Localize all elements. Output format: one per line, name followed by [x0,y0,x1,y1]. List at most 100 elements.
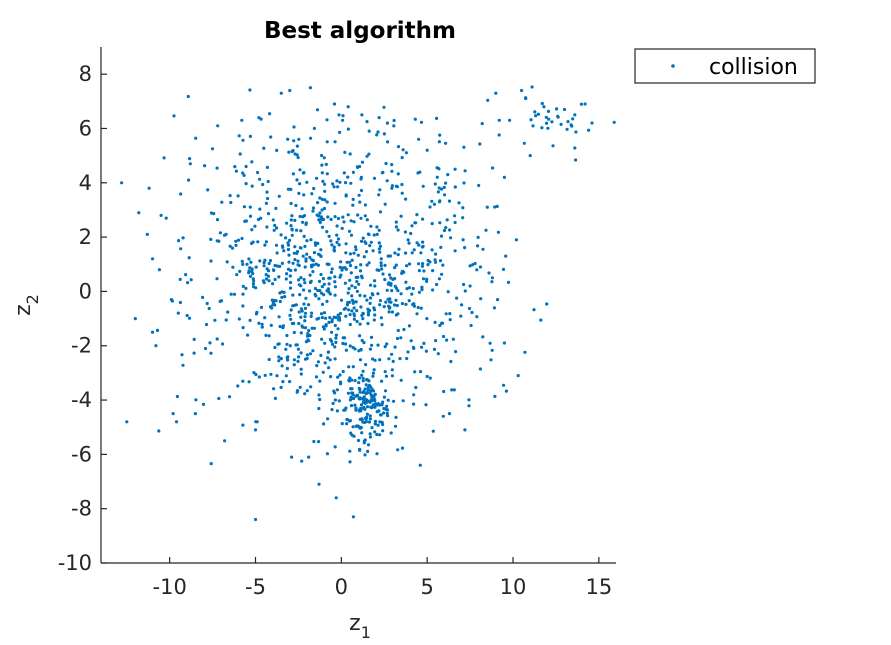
data-point [432,202,436,206]
data-point [365,263,369,267]
data-point [252,371,256,375]
data-point [328,316,332,320]
data-point [300,459,304,463]
data-point [341,341,345,346]
data-point [412,393,416,397]
data-point [222,233,227,237]
data-point [492,306,496,310]
data-point [210,147,215,151]
data-point [453,220,457,225]
x-tick-label: -10 [153,575,187,599]
data-point [233,165,237,169]
data-point [364,363,368,367]
data-point [266,212,271,216]
data-point [295,178,299,182]
data-point [352,306,356,310]
data-point [356,253,360,257]
data-point [358,322,362,326]
data-point [317,440,321,444]
data-point [365,412,369,416]
data-point [284,374,288,378]
data-point [446,173,450,177]
data-point [394,298,398,302]
data-point [328,358,332,362]
data-point [373,419,378,423]
data-point [439,234,444,238]
data-point [383,370,387,374]
data-point [332,102,337,106]
data-point [376,343,380,347]
data-point [407,286,411,290]
data-point [347,229,352,233]
data-point [395,336,400,341]
data-point [179,247,183,251]
data-point [236,238,241,242]
data-point [358,397,362,401]
data-point [307,303,311,307]
data-point [384,374,388,378]
data-point [323,341,327,345]
x-tick-label: 15 [585,575,612,599]
data-point [321,370,325,374]
data-point [335,233,339,237]
data-point [338,373,342,377]
data-point [203,346,208,351]
data-point [394,263,398,267]
data-point [335,179,339,183]
data-point [234,169,238,173]
data-point [397,247,401,251]
axes [100,47,616,564]
x-tick-label: 5 [420,575,433,599]
data-point [369,224,373,228]
data-point [133,317,137,321]
data-point [386,140,390,144]
data-point [373,422,377,426]
data-point [348,260,352,264]
data-point [246,333,250,337]
data-point [315,176,319,180]
data-point [339,273,343,277]
data-point [322,327,326,331]
data-point [501,267,506,271]
y-tick-label: 6 [79,116,92,140]
data-point [261,279,265,283]
data-point [379,264,383,268]
data-point [283,295,287,299]
data-point [269,135,273,139]
data-point [418,370,423,374]
data-point [348,278,352,282]
data-point [322,206,327,211]
data-point [313,292,317,296]
data-point [339,380,343,384]
data-point [299,372,303,376]
data-point [305,353,309,357]
data-point [544,121,549,125]
data-point [299,331,303,335]
data-point [298,385,302,389]
data-point [265,225,269,229]
data-point [263,373,267,377]
data-point [344,242,348,246]
data-point [333,215,337,219]
data-point [312,126,316,130]
data-point [319,353,323,357]
data-point [414,385,418,390]
data-point [343,336,347,340]
data-point [361,236,365,240]
data-point [317,218,321,222]
data-point [367,152,371,156]
data-point [267,279,271,283]
data-point [174,420,179,424]
data-point [355,289,359,293]
data-point [308,280,312,285]
data-point [392,124,396,128]
data-point [346,127,350,131]
data-point [394,220,398,224]
data-point [424,403,428,407]
data-point [441,334,446,339]
data-point [310,311,314,315]
data-point [350,294,354,298]
data-point [373,405,377,409]
data-point [346,105,350,109]
y-tick-label: -10 [58,551,92,575]
